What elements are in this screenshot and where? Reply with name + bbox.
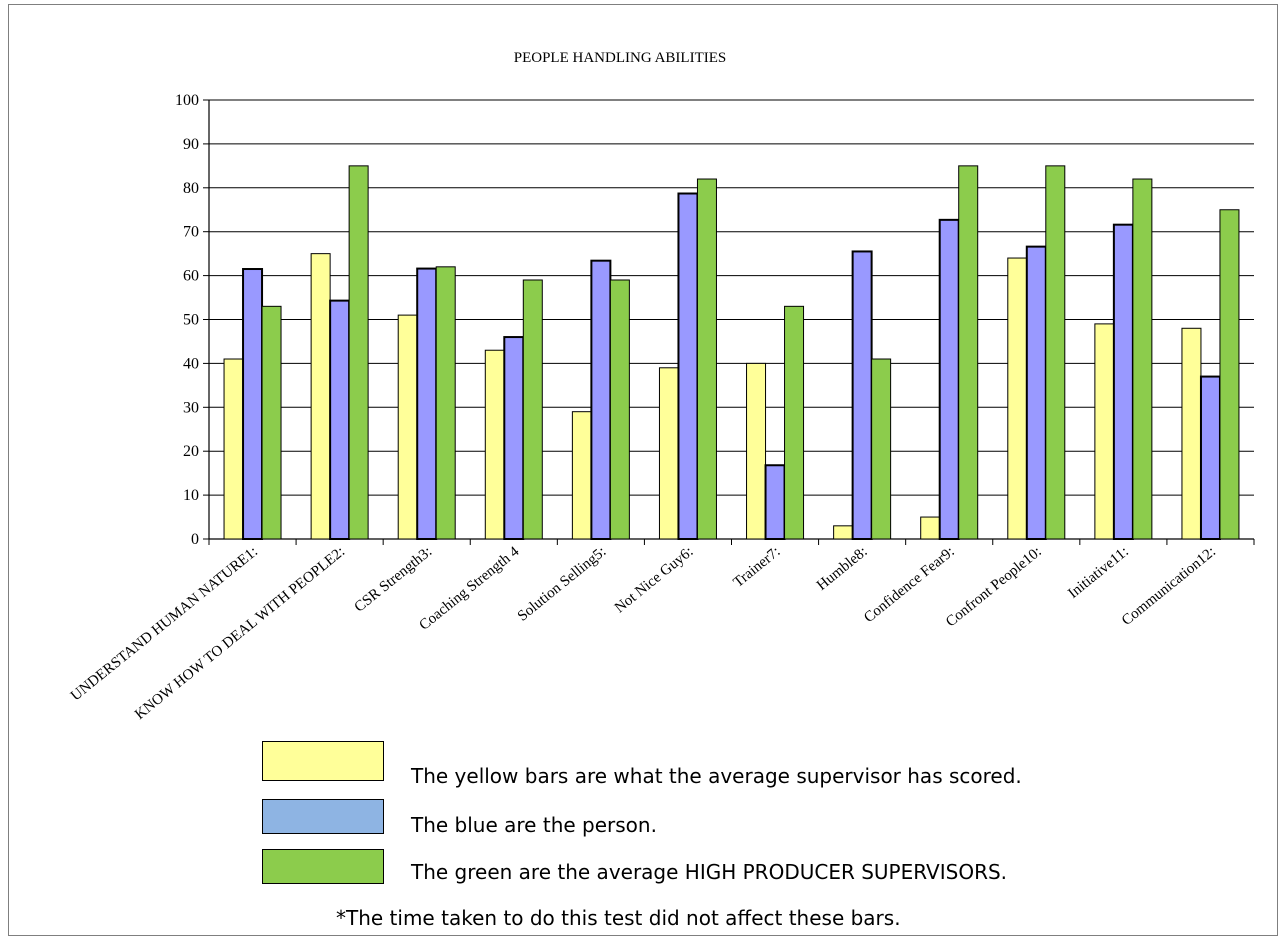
chart-frame xyxy=(8,4,1278,936)
bar-green xyxy=(522,279,543,540)
bar-green xyxy=(1132,178,1153,540)
bar-green xyxy=(609,279,630,540)
chart-title: PEOPLE HANDLING ABILITIES xyxy=(513,50,727,66)
legend-label-yellow: The yellow bars are what the average sup… xyxy=(411,764,1022,788)
bar-blue xyxy=(1025,245,1047,540)
bar-green xyxy=(261,305,282,540)
y-tick-label: 50 xyxy=(183,312,199,329)
bar-blue xyxy=(851,250,873,541)
legend-swatch-blue xyxy=(262,799,384,834)
y-tick-label: 10 xyxy=(183,487,199,504)
bar-yellow xyxy=(310,253,331,540)
x-tick-label: UNDERSTAND HUMAN NATURE1: xyxy=(68,544,261,705)
bar-yellow xyxy=(658,367,679,540)
legend-swatch-yellow xyxy=(262,741,384,781)
bar-yellow xyxy=(1007,257,1028,540)
bar-yellow xyxy=(746,362,767,540)
y-tick-label: 80 xyxy=(183,180,199,197)
y-tick-label: 90 xyxy=(183,136,199,153)
y-tick-label: 20 xyxy=(183,443,199,460)
legend-label-green: The green are the average HIGH PRODUCER … xyxy=(411,860,1008,884)
x-tick-label: Confront People10: xyxy=(943,544,1045,631)
x-tick-label: Trainer7: xyxy=(731,544,784,591)
x-tick-label: Not Nice Guy6: xyxy=(612,544,697,617)
bar-blue xyxy=(242,268,264,540)
y-tick-label: 0 xyxy=(191,531,199,548)
bar-blue xyxy=(590,259,612,540)
y-tick-label: 100 xyxy=(175,92,199,109)
bar-blue xyxy=(329,299,351,540)
bar-yellow xyxy=(833,525,854,540)
bar-yellow xyxy=(571,411,592,540)
x-tick-label: Communication12: xyxy=(1119,544,1219,629)
y-tick-label: 30 xyxy=(183,399,199,416)
footnote: *The time taken to do this test did not … xyxy=(336,906,901,930)
bar-yellow xyxy=(1181,327,1202,540)
legend-swatch-green xyxy=(262,849,384,884)
bar-green xyxy=(784,305,805,540)
legend-label-blue: The blue are the person. xyxy=(411,813,657,837)
y-tick-label: 70 xyxy=(183,224,199,241)
y-tick-label: 60 xyxy=(183,268,199,285)
bar-blue xyxy=(416,267,438,540)
x-tick-label: Solution Selling5: xyxy=(515,544,610,625)
bar-yellow xyxy=(484,349,505,540)
x-tick-label: CSR Strength3: xyxy=(352,544,436,616)
x-tick-label: Confidence Fear9: xyxy=(861,544,958,626)
bar-blue xyxy=(677,192,699,541)
bar-green xyxy=(1045,165,1066,540)
bar-yellow xyxy=(397,314,418,540)
bar-blue xyxy=(764,464,786,540)
bar-green xyxy=(871,358,892,540)
x-tick-label: Initiative11: xyxy=(1065,544,1132,602)
bar-blue xyxy=(1199,375,1221,540)
bar-blue xyxy=(503,336,525,540)
x-tick-label: Humble8: xyxy=(814,544,871,594)
bar-yellow xyxy=(223,358,244,540)
bar-blue xyxy=(1112,223,1134,540)
bar-green xyxy=(1219,209,1240,540)
bar-yellow xyxy=(920,516,941,540)
bar-yellow xyxy=(1094,323,1115,540)
bar-green xyxy=(435,266,456,540)
bar-blue xyxy=(938,218,960,541)
y-tick-label: 40 xyxy=(183,355,199,372)
bar-green xyxy=(348,165,369,540)
bar-green xyxy=(696,178,717,540)
bar-green xyxy=(958,165,979,540)
